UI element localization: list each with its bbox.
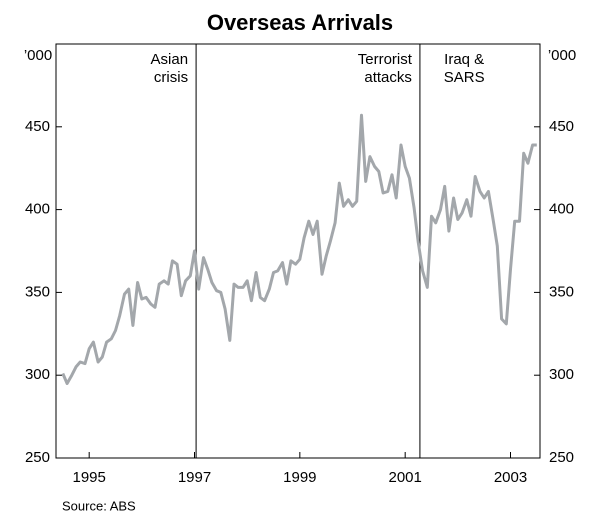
source: Source: ABS <box>62 498 136 513</box>
y-unit-right: ’000 <box>548 47 576 64</box>
y2-tick-label: 300 <box>549 366 574 383</box>
y-unit-left: ’000 <box>24 47 52 64</box>
annotation: crisis <box>154 69 188 86</box>
y2-tick-label: 250 <box>549 449 574 466</box>
annotation: Terrorist <box>358 51 413 68</box>
y-tick-label: 300 <box>25 366 50 383</box>
y-tick-label: 450 <box>25 118 50 135</box>
x-tick-label: 1999 <box>283 469 316 486</box>
x-tick-label: 1995 <box>72 469 105 486</box>
plot-frame <box>55 43 541 459</box>
x-tick-label: 2001 <box>388 469 421 486</box>
annotation: Asian <box>151 51 189 68</box>
x-tick-label: 2003 <box>494 469 527 486</box>
y-tick-label: 400 <box>25 201 50 218</box>
y2-tick-label: 400 <box>549 201 574 218</box>
data-line <box>61 113 537 385</box>
annotation: SARS <box>444 69 485 86</box>
y2-tick-label: 350 <box>549 283 574 300</box>
annotation: attacks <box>364 69 412 86</box>
y-tick-label: 250 <box>25 449 50 466</box>
annotation: Iraq & <box>444 51 484 68</box>
y-tick-label: 350 <box>25 283 50 300</box>
chart-title: Overseas Arrivals <box>207 10 393 35</box>
x-tick-label: 1997 <box>178 469 211 486</box>
y2-tick-label: 450 <box>549 118 574 135</box>
